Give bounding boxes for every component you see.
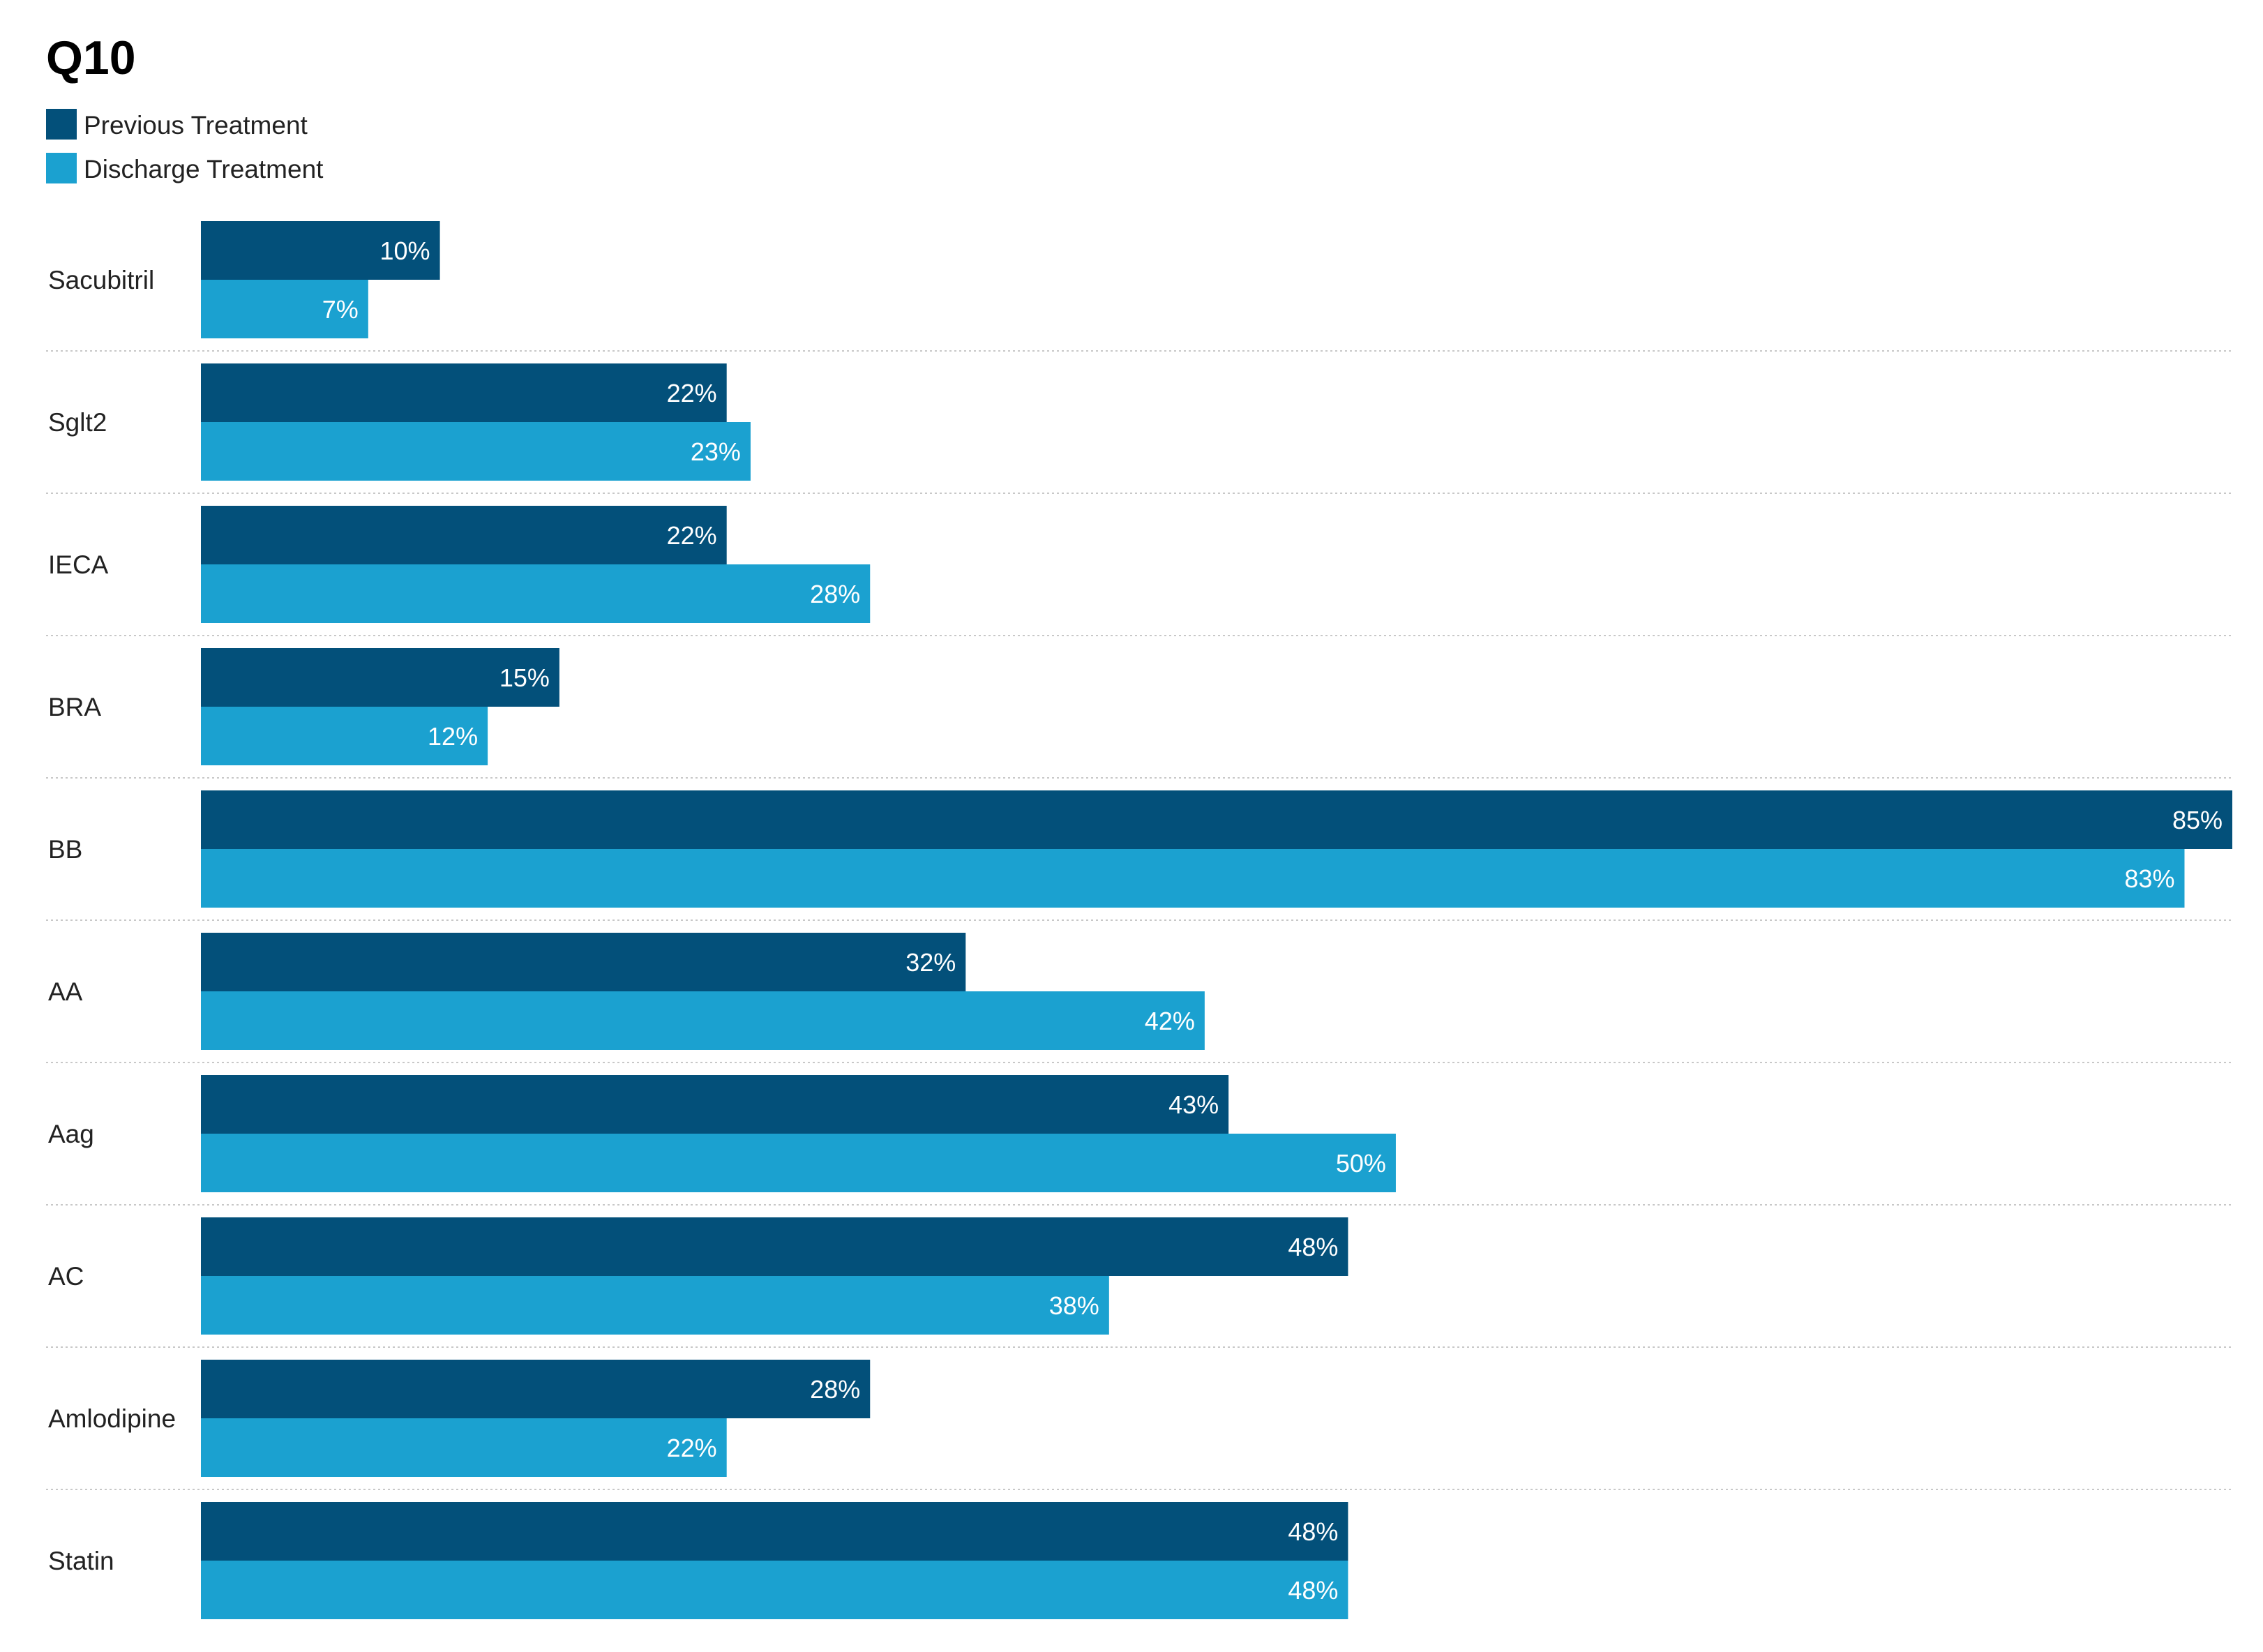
value-label-previous-treatment-aag: 43%: [1168, 1090, 1219, 1119]
chart-title: Q10: [46, 31, 136, 84]
category-label-aag: Aag: [48, 1120, 94, 1148]
bar-previous-treatment-ac: [201, 1217, 1348, 1276]
bar-previous-treatment-sacubitril: [201, 221, 440, 280]
value-label-previous-treatment-ac: 48%: [1288, 1233, 1338, 1261]
legend: Previous Treatment Discharge Treatment: [46, 109, 324, 183]
legend-label-previous-treatment: Previous Treatment: [84, 111, 308, 140]
bar-discharge-treatment-sacubitril: [201, 280, 368, 338]
category-label-bb: BB: [48, 835, 82, 864]
value-label-discharge-treatment-aa: 42%: [1145, 1007, 1195, 1035]
value-label-discharge-treatment-sacubitril: 7%: [322, 295, 359, 324]
value-label-discharge-treatment-ieca: 28%: [810, 580, 860, 608]
bar-previous-treatment-amlodipine: [201, 1360, 871, 1418]
value-label-discharge-treatment-statin: 48%: [1288, 1576, 1338, 1605]
category-group-bra: BRA 15% 12%: [48, 648, 559, 765]
category-label-ac: AC: [48, 1262, 84, 1291]
category-label-sglt2: Sglt2: [48, 408, 107, 437]
category-label-sacubitril: Sacubitril: [48, 266, 154, 294]
category-label-amlodipine: Amlodipine: [48, 1404, 176, 1433]
bar-discharge-treatment-statin: [201, 1561, 1348, 1619]
category-group-statin: Statin 48% 48%: [48, 1502, 1348, 1619]
legend-swatch-discharge-treatment: [46, 153, 77, 183]
value-label-previous-treatment-amlodipine: 28%: [810, 1375, 860, 1404]
bar-previous-treatment-statin: [201, 1502, 1348, 1561]
category-group-bb: BB 85% 83%: [48, 790, 2232, 908]
bar-previous-treatment-ieca: [201, 506, 727, 564]
bar-discharge-treatment-bra: [201, 707, 488, 765]
category-group-ac: AC 48% 38%: [48, 1217, 1348, 1335]
category-group-ieca: IECA 22% 28%: [48, 506, 871, 623]
value-label-previous-treatment-sglt2: 22%: [667, 379, 717, 407]
value-label-discharge-treatment-amlodipine: 22%: [667, 1434, 717, 1462]
value-label-previous-treatment-statin: 48%: [1288, 1517, 1338, 1546]
bar-previous-treatment-sglt2: [201, 363, 727, 422]
bar-discharge-treatment-ac: [201, 1276, 1109, 1335]
legend-swatch-previous-treatment: [46, 109, 77, 140]
value-label-previous-treatment-aa: 32%: [905, 948, 956, 977]
bar-previous-treatment-bra: [201, 648, 559, 707]
value-label-previous-treatment-ieca: 22%: [667, 521, 717, 550]
value-label-discharge-treatment-aag: 50%: [1336, 1149, 1386, 1178]
bar-previous-treatment-bb: [201, 790, 2232, 849]
bar-discharge-treatment-aag: [201, 1134, 1396, 1192]
value-label-discharge-treatment-bb: 83%: [2124, 864, 2174, 893]
category-group-sglt2: Sglt2 22% 23%: [48, 363, 751, 481]
bar-discharge-treatment-bb: [201, 849, 2185, 908]
category-label-statin: Statin: [48, 1547, 114, 1575]
category-label-ieca: IECA: [48, 550, 109, 579]
bar-discharge-treatment-amlodipine: [201, 1418, 727, 1477]
value-label-discharge-treatment-bra: 12%: [428, 722, 478, 751]
bar-previous-treatment-aa: [201, 933, 966, 991]
value-label-discharge-treatment-ac: 38%: [1049, 1291, 1099, 1320]
value-label-previous-treatment-bb: 85%: [2172, 806, 2223, 834]
value-label-previous-treatment-sacubitril: 10%: [380, 236, 430, 265]
category-group-aa: AA 32% 42%: [48, 933, 1205, 1050]
bar-discharge-treatment-aa: [201, 991, 1205, 1050]
bar-discharge-treatment-sglt2: [201, 422, 751, 481]
bar-discharge-treatment-ieca: [201, 564, 871, 623]
category-group-aag: Aag 43% 50%: [48, 1075, 1396, 1192]
bar-previous-treatment-aag: [201, 1075, 1229, 1134]
category-group-sacubitril: Sacubitril 10% 7%: [48, 221, 440, 338]
value-label-discharge-treatment-sglt2: 23%: [691, 437, 741, 466]
plot-area: Sacubitril 10% 7% Sglt2 22% 23% IECA 22% 28% BRA 1…: [46, 221, 2232, 1619]
legend-label-discharge-treatment: Discharge Treatment: [84, 155, 324, 183]
category-label-aa: AA: [48, 977, 83, 1006]
category-label-bra: BRA: [48, 693, 101, 721]
category-group-amlodipine: Amlodipine 28% 22%: [48, 1360, 871, 1477]
value-label-previous-treatment-bra: 15%: [499, 663, 550, 692]
